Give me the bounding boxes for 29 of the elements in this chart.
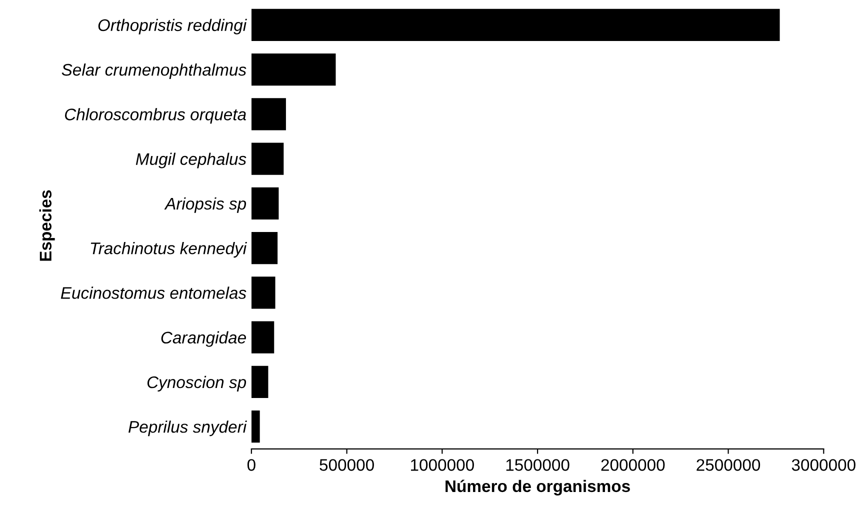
bar [251,187,279,220]
y-tick-label: Trachinotus kennedyi [90,242,247,258]
y-tick-label: Cynoscion sp [147,376,246,392]
y-tick-label: Ariopsis sp [164,197,246,213]
y-tick-label: Peprilus snyderi [128,420,247,436]
bar [251,276,276,309]
x-axis-title: Número de organismos [446,480,630,496]
x-tick-label: 1000000 [411,459,474,471]
y-tick-label: Selar crumenophthalmus [62,63,246,80]
x-tick-label: 0 [247,459,256,471]
y-tick-label: Eucinostomus entomelas [60,286,246,299]
bar [251,366,268,398]
bar [251,232,278,264]
y-tick-label: Chloroscombrus orqueta [65,108,246,124]
x-tick-label: 3000000 [792,459,856,471]
x-tick-label: 1500000 [506,459,570,471]
bar [251,53,336,86]
bar [251,98,286,130]
x-tick-label: 2500000 [696,459,760,471]
y-tick-label: Orthopristis reddingi [98,18,247,34]
y-tick-label: Mugil cephalus [136,152,246,168]
bar [251,142,284,175]
y-tick-label: Carangidae [161,331,246,347]
x-tick-label: 500000 [320,459,374,471]
y-axis-title: Especies [39,190,55,261]
bar [251,8,780,41]
bar [251,321,274,354]
x-tick-label: 2000000 [601,459,665,471]
bar [251,410,260,443]
